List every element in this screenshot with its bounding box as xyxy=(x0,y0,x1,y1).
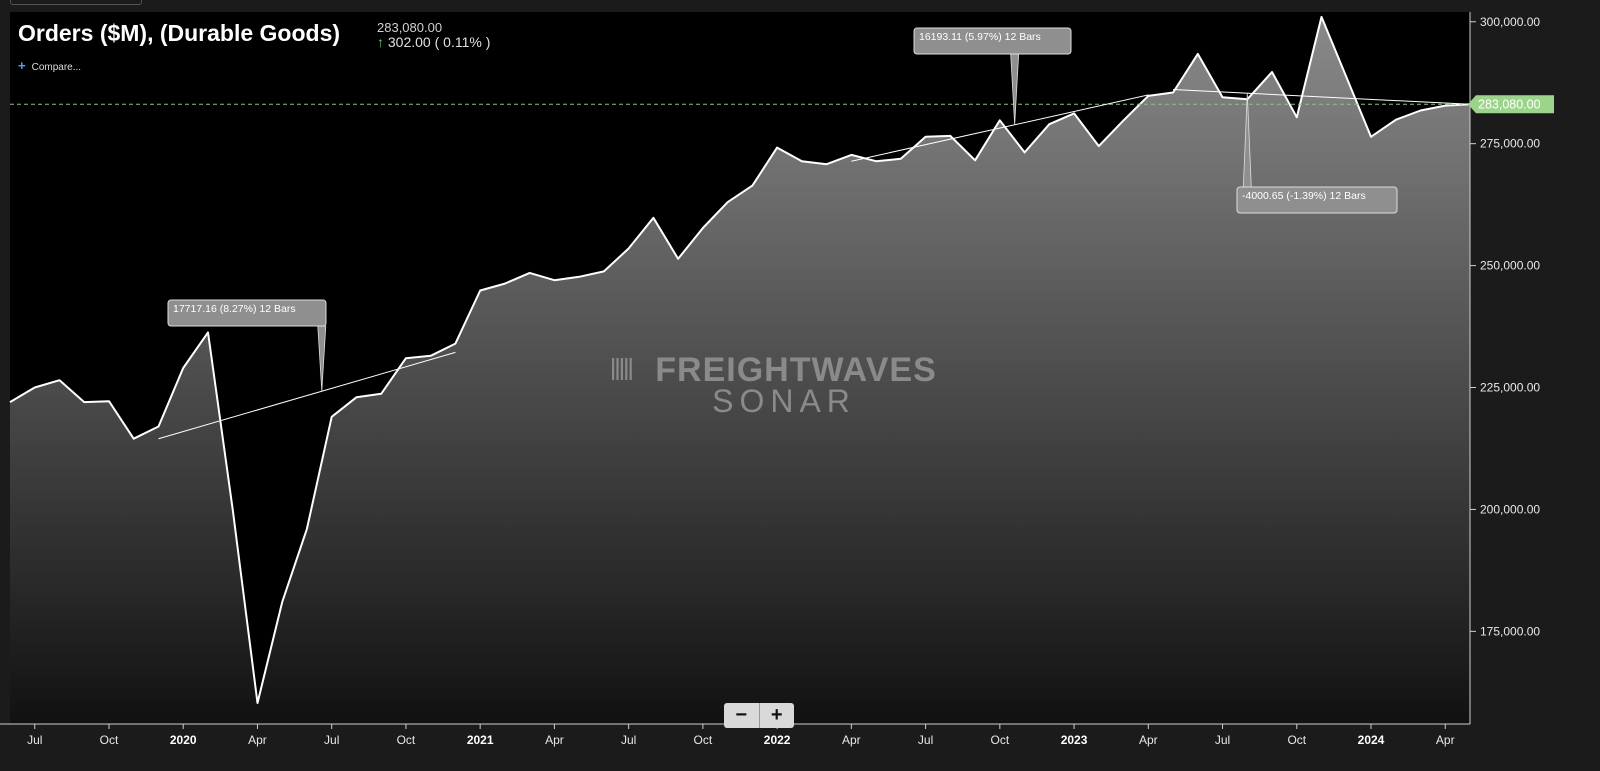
last-value-tag: 283,080.00 xyxy=(1468,95,1554,114)
x-tick-label: Apr xyxy=(842,733,861,747)
y-tick-label: 225,000.00 xyxy=(1480,381,1540,395)
watermark-logo-bar xyxy=(616,358,619,380)
last-value-tag-bg xyxy=(1468,95,1554,114)
plus-icon: + xyxy=(18,58,26,73)
chart-header: Orders ($M), (Durable Goods) xyxy=(18,20,340,47)
chart-title: Orders ($M), (Durable Goods) xyxy=(18,20,341,46)
last-value: 283,080.00 xyxy=(377,20,443,35)
y-tick-label: 250,000.00 xyxy=(1480,259,1540,273)
zoom-in-button[interactable]: + xyxy=(770,704,783,726)
series-line xyxy=(9,15,1471,704)
zoom-out-button[interactable]: − xyxy=(724,703,760,728)
x-tick-label: 2023 xyxy=(1061,733,1088,747)
trend-label-box xyxy=(1236,186,1398,214)
x-tick-label: Jul xyxy=(27,733,42,747)
x-tick-label: Oct xyxy=(990,733,1009,747)
x-tick-label: Oct xyxy=(1287,733,1306,747)
watermark-line1: FREIGHTWAVES xyxy=(655,351,937,389)
top-tab[interactable] xyxy=(10,0,142,5)
last-value-tag-text: 283,080.00 xyxy=(1478,97,1541,111)
watermark-logo-bar xyxy=(629,358,632,380)
compare-label: Compare... xyxy=(31,62,82,73)
x-tick-label: Apr xyxy=(1139,733,1158,747)
y-tick-label: 275,000.00 xyxy=(1480,137,1540,151)
y-tick-label: 200,000.00 xyxy=(1480,502,1540,516)
x-tick-label: 2022 xyxy=(764,733,791,747)
x-tick-label: 2024 xyxy=(1358,733,1385,747)
x-tick-label: Jul xyxy=(621,733,636,747)
trend-label-text: 17717.16 (8.27%) 12 Bars xyxy=(173,303,296,315)
x-tick-label: Jul xyxy=(1215,733,1230,747)
x-tick-label: Oct xyxy=(694,733,713,747)
trend-line xyxy=(1173,89,1471,105)
trend-label-text: -4000.65 (-1.39%) 12 Bars xyxy=(1242,190,1366,202)
x-tick-label: Apr xyxy=(545,733,564,747)
trend-label-box xyxy=(167,299,327,327)
change-value: 302.00 ( 0.11% ) xyxy=(387,34,491,50)
zoom-controls: − + xyxy=(724,703,794,728)
x-tick-label: 2020 xyxy=(170,733,197,747)
change-row: ↑ 302.00 ( 0.11% ) xyxy=(377,35,490,50)
trend-line xyxy=(158,351,456,440)
x-tick-label: Jul xyxy=(918,733,933,747)
watermark-logo-icon xyxy=(612,358,632,380)
up-arrow-icon: ↑ xyxy=(377,34,384,50)
watermark-line2: SONAR xyxy=(712,383,856,419)
x-tick-label: 2021 xyxy=(467,733,494,747)
watermark-logo-bar xyxy=(612,358,615,380)
x-axis-panel xyxy=(0,724,1600,771)
trend-line xyxy=(851,94,1149,162)
watermark-logo-bar xyxy=(620,358,623,380)
price-box: 283,080.00 ↑ 302.00 ( 0.11% ) xyxy=(377,20,490,50)
x-tick-label: Oct xyxy=(100,733,119,747)
y-tick-label: 300,000.00 xyxy=(1480,15,1540,29)
x-tick-label: Jul xyxy=(324,733,339,747)
compare-button[interactable]: + Compare... xyxy=(18,58,81,73)
trend-label-box xyxy=(913,27,1072,55)
y-tick-label: 175,000.00 xyxy=(1480,624,1540,638)
series-area xyxy=(10,16,1470,724)
trend-label-text: 16193.11 (5.97%) 12 Bars xyxy=(919,31,1041,43)
x-tick-label: Apr xyxy=(248,733,267,747)
y-axis-panel xyxy=(1470,0,1600,771)
x-tick-label: Apr xyxy=(1436,733,1455,747)
watermark-logo-bar xyxy=(625,358,628,380)
x-tick-label: Oct xyxy=(397,733,416,747)
